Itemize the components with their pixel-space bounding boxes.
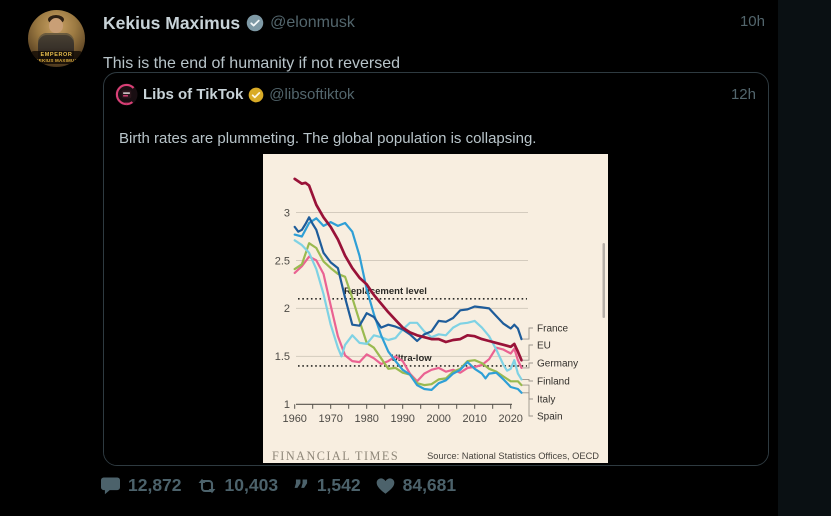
quote-stat[interactable]: ” 1,542 bbox=[292, 474, 361, 506]
avatar-caption-line1: EMPEROR bbox=[40, 52, 73, 58]
svg-text:Germany: Germany bbox=[537, 359, 578, 370]
quoted-tweet-card[interactable]: Libs of TikTok @libsoftiktok 12h Birth r… bbox=[103, 72, 769, 466]
quoted-tweet-text: Birth rates are plummeting. The global p… bbox=[119, 130, 537, 147]
quoted-tweet-header: Libs of TikTok @libsoftiktok 12h bbox=[115, 83, 756, 106]
svg-text:Source: National Statistics Of: Source: National Statistics Offices, OEC… bbox=[427, 451, 599, 461]
svg-text:2000: 2000 bbox=[426, 413, 450, 425]
engagement-bar: 12,872 10,403 ” 1,542 84,681 bbox=[100, 474, 457, 506]
reply-icon bbox=[101, 477, 120, 494]
quote-icon: ” bbox=[292, 474, 310, 506]
svg-text:Italy: Italy bbox=[537, 395, 555, 406]
blue-verified-icon bbox=[246, 14, 264, 32]
svg-text:Ultra-low: Ultra-low bbox=[391, 353, 432, 364]
svg-text:Replacement level: Replacement level bbox=[344, 286, 427, 297]
svg-text:3: 3 bbox=[284, 207, 290, 219]
svg-text:Spain: Spain bbox=[537, 412, 563, 423]
heart-icon bbox=[376, 478, 394, 494]
svg-text:1970: 1970 bbox=[318, 413, 342, 425]
main-tweet-text: This is the end of humanity if not rever… bbox=[103, 55, 401, 72]
svg-text:1960: 1960 bbox=[282, 413, 306, 425]
page-right-gutter bbox=[778, 0, 831, 516]
fertility-chart-image[interactable]: 1 1.5 2 2.5 3 1960 1970 1980 1990 2000 2010 2020 Rep… bbox=[263, 154, 608, 463]
fertility-chart-plot: 1 1.5 2 2.5 3 1960 1970 1980 1990 2000 2010 2020 Rep… bbox=[272, 177, 605, 463]
svg-text:1990: 1990 bbox=[390, 413, 414, 425]
svg-text:2: 2 bbox=[284, 303, 290, 315]
avatar-caption-line2: KEKIUS MAXIMUS bbox=[35, 58, 78, 63]
quoted-tweet-media[interactable]: 1 1.5 2 2.5 3 1960 1970 1980 1990 2000 2010 2020 Rep… bbox=[104, 146, 768, 465]
main-tweet-handle[interactable]: @elonmusk bbox=[270, 14, 355, 31]
retweet-count: 10,403 bbox=[224, 475, 279, 495]
svg-text:1980: 1980 bbox=[354, 413, 378, 425]
quoted-tweet-timestamp: 12h bbox=[730, 86, 756, 103]
svg-text:1.5: 1.5 bbox=[275, 351, 290, 363]
svg-text:FINANCIAL TIMES: FINANCIAL TIMES bbox=[272, 449, 399, 463]
quote-count: 1,542 bbox=[316, 475, 361, 495]
svg-text:France: France bbox=[537, 324, 569, 335]
retweet-icon bbox=[198, 478, 215, 493]
gold-verified-icon bbox=[248, 87, 264, 102]
svg-text:Finland: Finland bbox=[537, 377, 570, 388]
svg-text:2020: 2020 bbox=[498, 413, 522, 425]
svg-text:2010: 2010 bbox=[462, 413, 486, 425]
reply-count: 12,872 bbox=[128, 475, 182, 495]
quoted-tweet-avatar[interactable] bbox=[115, 83, 138, 106]
reply-stat[interactable]: 12,872 bbox=[100, 475, 182, 496]
retweet-stat[interactable]: 10,403 bbox=[196, 475, 279, 496]
main-tweet-avatar[interactable]: EMPEROR KEKIUS MAXIMUS bbox=[28, 10, 85, 67]
avatar-figure-head bbox=[49, 18, 63, 33]
avatar-caption-band: EMPEROR KEKIUS MAXIMUS bbox=[30, 51, 83, 64]
like-count: 84,681 bbox=[402, 475, 457, 495]
like-stat[interactable]: 84,681 bbox=[375, 475, 457, 496]
quoted-tweet-display-name[interactable]: Libs of TikTok bbox=[143, 86, 244, 103]
quoted-tweet-handle[interactable]: @libsoftiktok bbox=[269, 86, 355, 103]
main-tweet-timestamp[interactable]: 10h bbox=[739, 13, 765, 30]
main-tweet-display-name[interactable]: Kekius Maximus bbox=[103, 12, 241, 33]
main-tweet-header: Kekius Maximus @elonmusk bbox=[103, 11, 355, 35]
svg-text:EU: EU bbox=[537, 341, 551, 352]
svg-text:2.5: 2.5 bbox=[275, 255, 290, 267]
svg-text:1: 1 bbox=[284, 399, 290, 411]
